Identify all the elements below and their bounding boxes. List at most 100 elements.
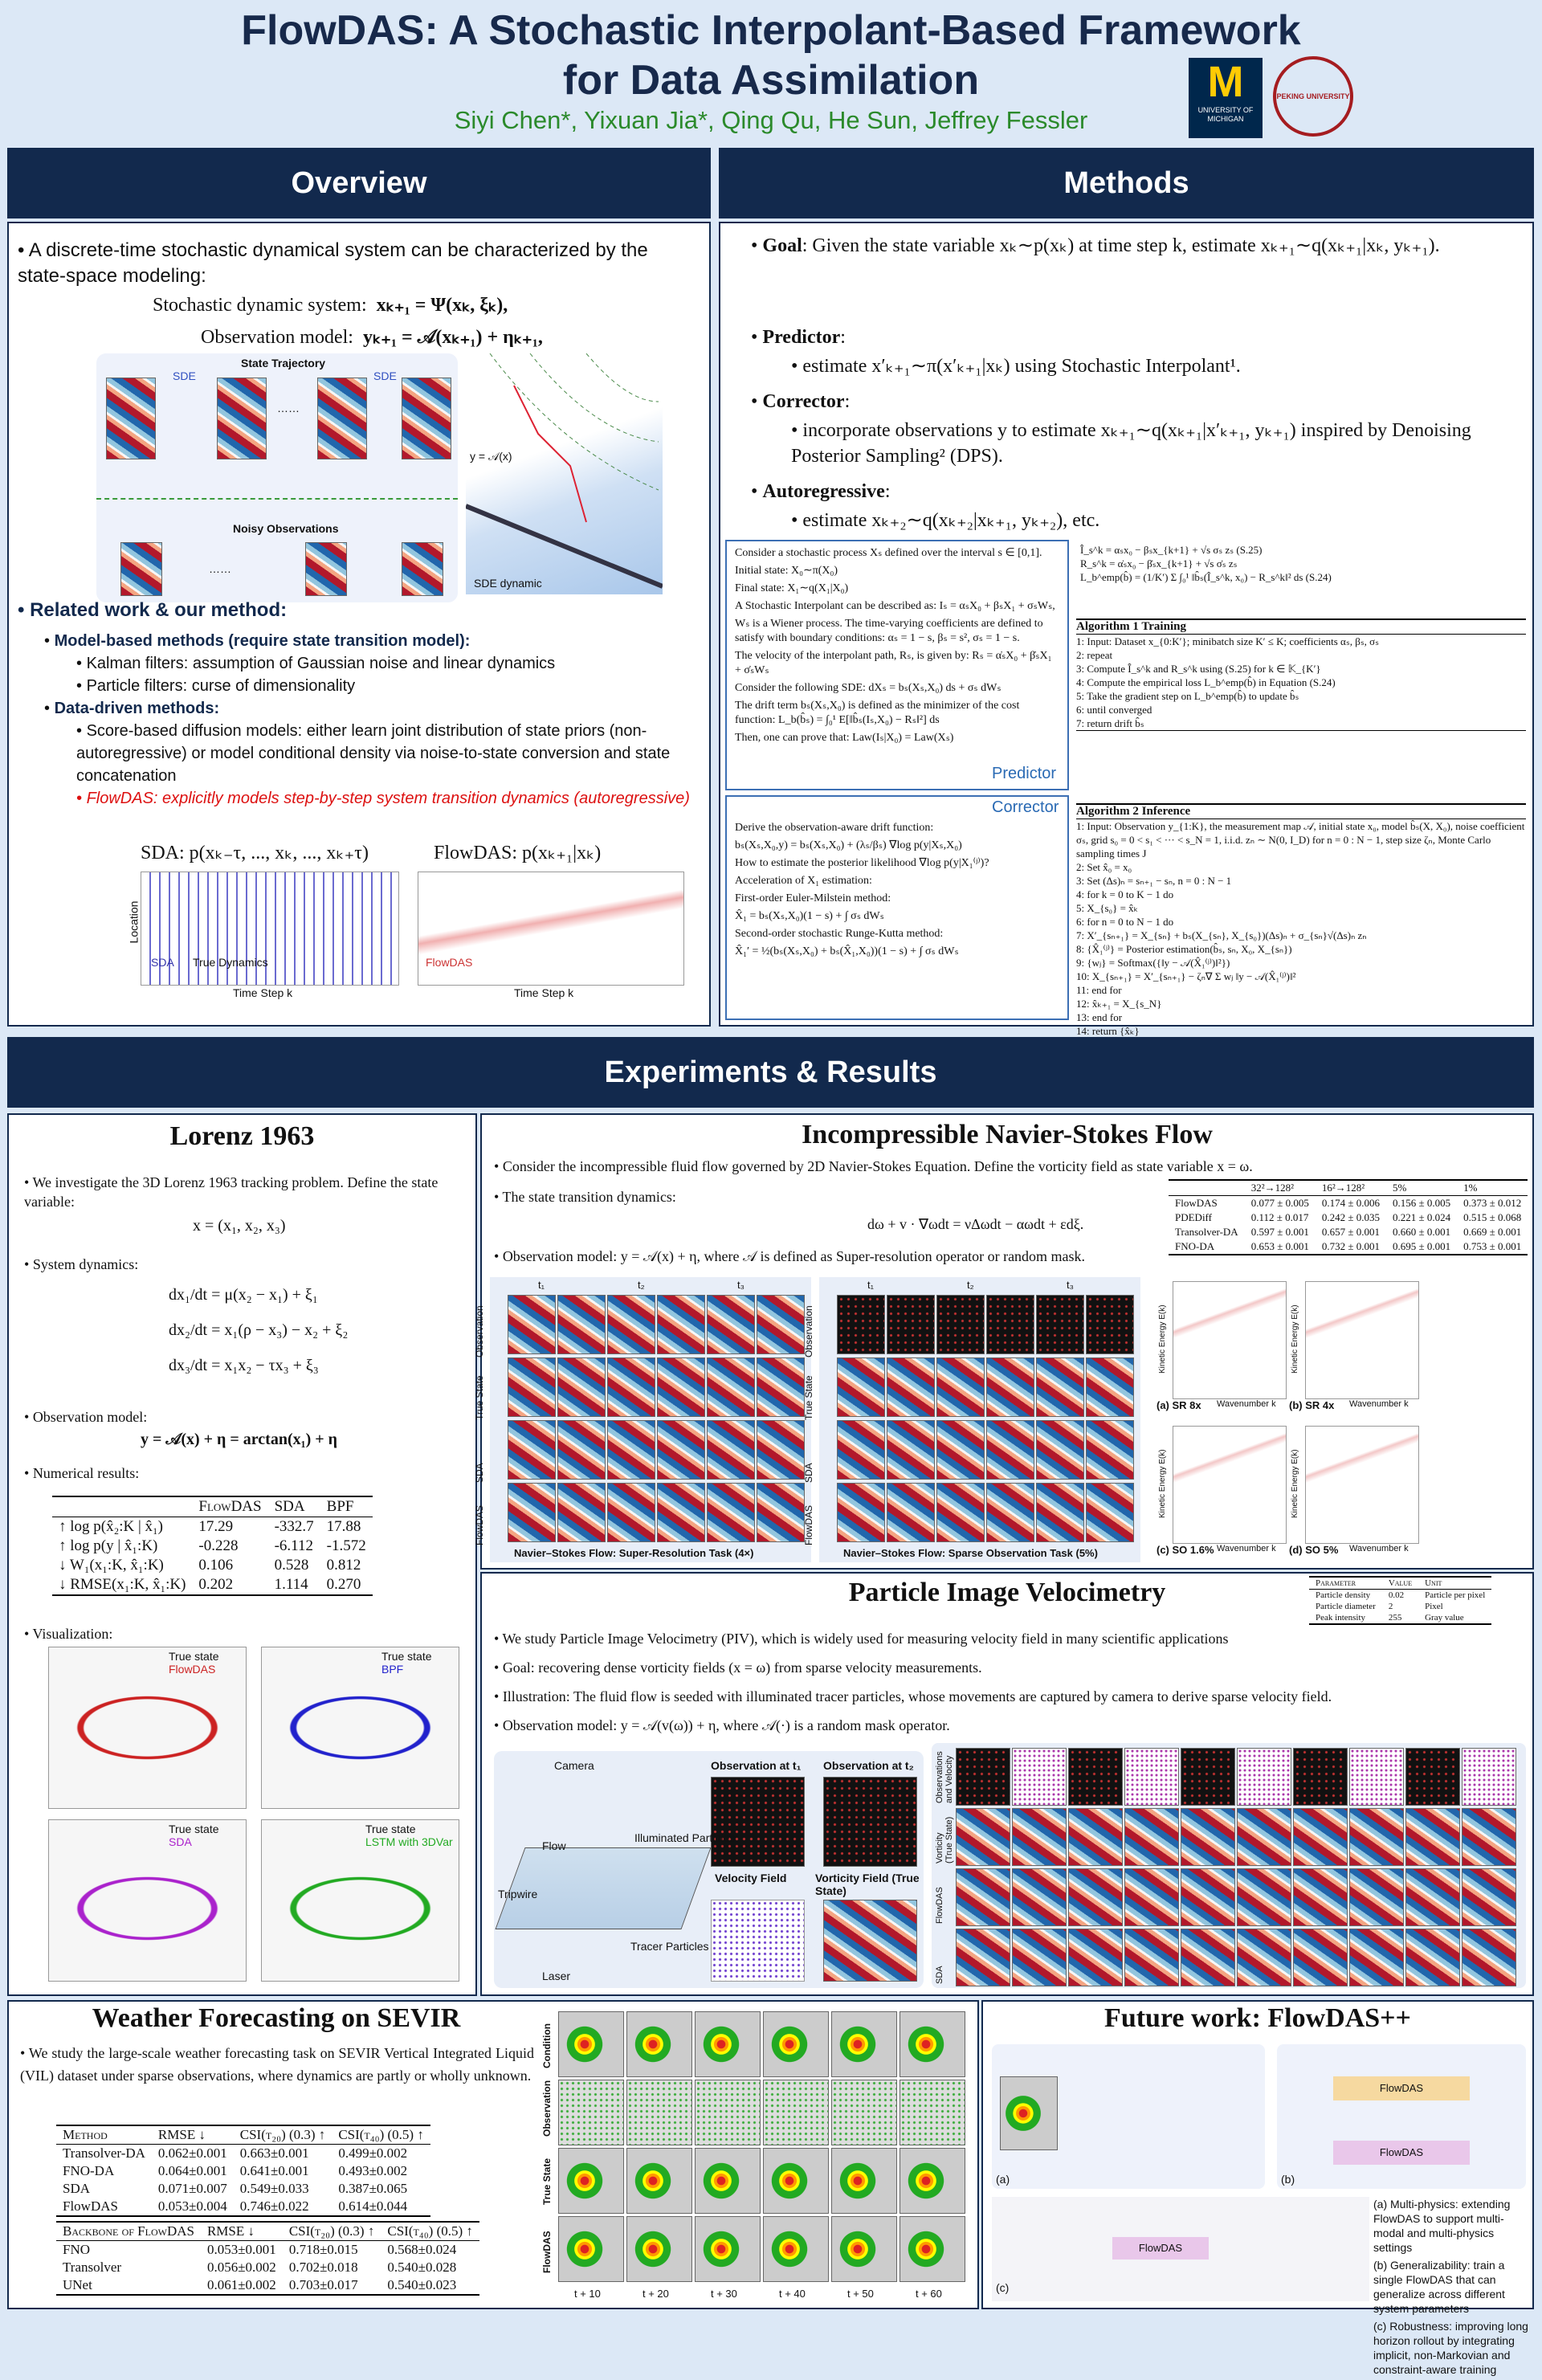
thumb [508, 1295, 556, 1354]
text: Illustration: The fluid flow is seeded w… [502, 1688, 1332, 1704]
cell: Particle density [1316, 1590, 1371, 1600]
cell: Transolver-DA [1175, 1226, 1238, 1238]
cell: 0.061±0.002 [200, 2276, 283, 2296]
fig-label: Observation at t₁ [711, 1759, 802, 1772]
bullet: • The state transition dynamics: [494, 1189, 676, 1205]
future-b: FlowDAS FlowDAS (b) [1277, 2044, 1526, 2189]
section-bar: Methods [719, 148, 1534, 218]
bullet: • incorporate observations y to estimate… [791, 420, 1471, 467]
header-cell: 16²→128² [1315, 1179, 1386, 1196]
fig-label: …… [277, 402, 300, 414]
future-a: (a) [992, 2044, 1265, 2189]
axis-label: Kinetic Energy E(k) [1291, 1304, 1299, 1374]
thumb [823, 1777, 917, 1867]
block: FlowDAS [1112, 2237, 1209, 2260]
notes: (a) Multi-physics: extending FlowDAS to … [1373, 2197, 1530, 2380]
thumb [757, 1483, 805, 1542]
header-cell: Value [1381, 1576, 1419, 1590]
row: Transolver 0.056±0.002 0.702±0.018 0.540±0.… [56, 2259, 479, 2276]
thumb [1036, 1483, 1084, 1542]
thumb [1068, 1868, 1123, 1926]
line: 2: Set x̂₀ = x₀ [1076, 861, 1132, 873]
row: FNO 0.053±0.001 0.718±0.015 0.568±0.024 [56, 2241, 479, 2260]
thumb [763, 2216, 829, 2282]
thumb [695, 2080, 761, 2145]
thumb [1462, 1808, 1516, 1866]
row-label: SDA [935, 1966, 944, 1984]
thumb [711, 1777, 805, 1867]
thumb [707, 1295, 755, 1354]
cell: 0.493±0.002 [338, 2163, 408, 2178]
row-label: Observation [541, 2080, 553, 2137]
thumb [1237, 1929, 1291, 1986]
cell: -1.572 [326, 1537, 366, 1554]
algorithm: Algorithm 2 Inference 1: Input: Observati… [1076, 803, 1526, 1039]
thumb [831, 2080, 897, 2145]
text: We study the large-scale weather forecas… [20, 2045, 534, 2084]
thumb [1237, 1748, 1291, 1806]
cell: 0.499±0.002 [338, 2145, 408, 2161]
cell: 255 [1381, 1612, 1419, 1625]
thumb [1237, 1868, 1291, 1926]
lorenz-plots: True state FlowDAS True state BPF True sta… [48, 1647, 466, 1984]
cell: ↓ W₁(x₁:K, x̂₁:K) [59, 1557, 164, 1574]
cell: 0.549±0.033 [239, 2181, 309, 2196]
axis-label: Location [127, 900, 141, 944]
bullet: • Goal: Given the state variable xₖ∼p(xₖ… [751, 235, 1440, 256]
thumb [1293, 1929, 1348, 1986]
header-cell: Method [56, 2125, 152, 2145]
axis-label: Time Step k [514, 986, 574, 999]
text: A discrete-time stochastic dynamical sys… [18, 239, 648, 287]
cell: Transolver [63, 2260, 122, 2275]
thumb [402, 378, 451, 459]
cell: 0.062±0.001 [157, 2145, 227, 2161]
row: ↑ log p(x̂₂:K | x̂₁) 17.29 -332.7 17.88 [52, 1517, 373, 1537]
equation: dω + v · ∇ωdt = νΔωdt − αωdt + εdξ. [867, 1216, 1084, 1232]
header-cell: Backbone of FlowDAS [56, 2221, 201, 2241]
equation: Observation model: yₖ₊₁ = 𝒜(xₖ₊₁) + ηₖ₊₁… [201, 325, 543, 350]
attractor [48, 1819, 247, 1982]
thumb [1237, 1808, 1291, 1866]
thumb [1036, 1420, 1084, 1480]
thumb [508, 1483, 556, 1542]
text: incorporate observations y to estimate x… [791, 420, 1471, 467]
header-cell: Unit [1418, 1576, 1492, 1590]
authors: Siyi Chen*, Yixuan Jia*, Qing Qu, He Sun… [454, 106, 1088, 134]
ns-figures: Observation True State SDA FlowDAS t₁ t₂ t₃ Nav… [474, 1277, 1419, 1562]
logo-mark: M [1207, 58, 1244, 106]
thumb [557, 1420, 606, 1480]
line: 14: return {x̂ₖ} [1076, 1025, 1140, 1037]
cell: SDA [63, 2181, 91, 2196]
axis-label: Kinetic Energy E(k) [1158, 1304, 1167, 1374]
thumb [900, 2148, 965, 2214]
thumb [1181, 1868, 1235, 1926]
cell: 0.221 ± 0.024 [1392, 1211, 1451, 1223]
bullet: • Observation model: y = 𝒜(v(ω)) + η, wh… [494, 1717, 950, 1733]
text: Observation model: y = 𝒜(v(ω)) + η, wher… [502, 1717, 950, 1733]
fig-label: SDE dynamic [474, 577, 542, 590]
row: Particle diameter 2 Pixel [1309, 1601, 1491, 1612]
row-label: FlowDAS [803, 1504, 814, 1545]
line: 7: return drift b̂ₛ [1076, 717, 1144, 729]
thumb [1124, 1929, 1179, 1986]
thumb [1462, 1748, 1516, 1806]
fig-label: Velocity Field [715, 1872, 787, 1884]
thumb [508, 1420, 556, 1480]
row-label: FlowDAS [474, 1504, 485, 1545]
line: (a) Multi-physics: extending FlowDAS to … [1373, 2198, 1511, 2254]
row: SDA 0.071±0.007 0.549±0.033 0.387±0.065 [56, 2180, 430, 2198]
line: 5: X_{s₀} = x̂ₖ [1076, 902, 1139, 914]
header-cell: CSI(τ₄₀) (0.5) ↑ [332, 2125, 430, 2145]
thumb [986, 1357, 1034, 1417]
bullet: • Visualization: [24, 1626, 113, 1642]
text: Observation model: y = 𝒜(x) + η, where 𝒜… [502, 1248, 1086, 1264]
thumb [936, 1357, 985, 1417]
table-head: FlowDAS SDA BPF [52, 1496, 373, 1517]
head: Corrector [762, 391, 845, 412]
row-label: Condition [541, 2023, 553, 2068]
cell: 1.114 [267, 1575, 320, 1596]
cell: 0.695 ± 0.001 [1385, 1239, 1458, 1255]
row: Transolver-DA 0.062±0.001 0.663±0.001 0.499… [56, 2145, 430, 2163]
row-label: True State [541, 2158, 553, 2205]
cell: 0.669 ± 0.001 [1463, 1226, 1522, 1238]
